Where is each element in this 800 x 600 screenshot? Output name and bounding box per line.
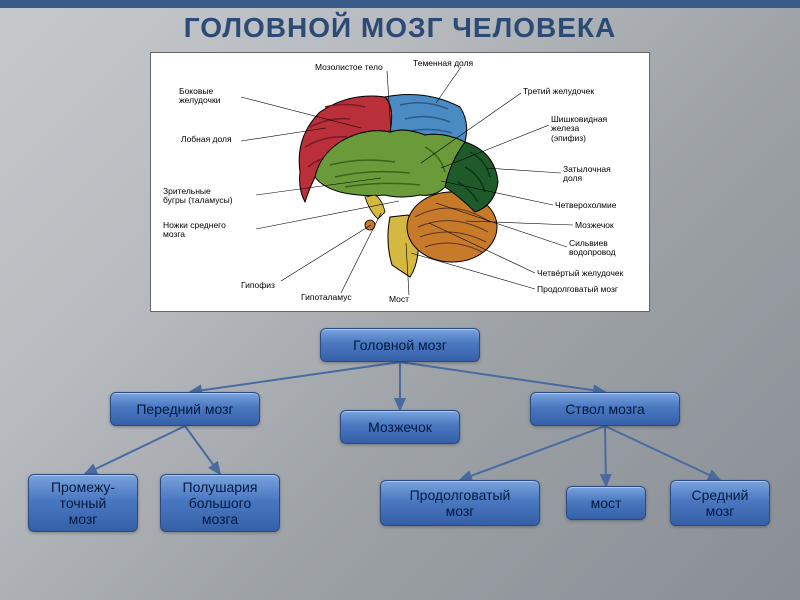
brain-label: Зрительныебугры (таламусы) [163,187,233,206]
brain-label: Сильвиевводопровод [569,239,616,258]
hierarchy-node: Мозжечок [340,410,460,444]
hierarchy-node: мост [566,486,646,520]
hierarchy-chart: Головной мозг Передний мозг Мозжечок Ствол … [10,324,790,584]
brain-label: Боковыежелудочки [179,87,220,106]
brain-label: Мозолистое тело [315,63,383,72]
brain-label: Лобная доля [181,135,232,144]
hierarchy-node: Полушариябольшогомозга [160,474,280,532]
brain-diagram-panel: Боковыежелудочки Лобная доля Зрительныебуг… [150,52,650,312]
brain-label: Третий желудочек [523,87,594,96]
brain-label: Четверохолмие [555,201,616,210]
page-title: ГОЛОВНОЙ МОЗГ ЧЕЛОВЕКА [0,12,800,44]
brain-label: Мозжечок [575,221,614,230]
brain-label: Шишковиднаяжелеза(эпифиз) [551,115,607,143]
hierarchy-node: Передний мозг [110,392,260,426]
hierarchy-node: Ствол мозга [530,392,680,426]
brain-label: Ножки среднегомозга [163,221,226,240]
brain-label: Четвёртый желудочек [537,269,623,278]
hierarchy-node: Продолговатыймозг [380,480,540,526]
brain-label: Теменная доля [413,59,473,68]
brain-label: Гипоталамус [301,293,352,302]
brain-label: Мост [389,295,409,304]
hierarchy-node: Средниймозг [670,480,770,526]
hierarchy-node: Головной мозг [320,328,480,362]
brain-label: Гипофиз [241,281,275,290]
title-bar [0,0,800,8]
brain-label: Продолговатый мозг [537,285,618,294]
brain-label: Затылочнаядоля [563,165,611,184]
hierarchy-node: Промежу-точныймозг [28,474,138,532]
hierarchy-arrows [10,324,790,584]
